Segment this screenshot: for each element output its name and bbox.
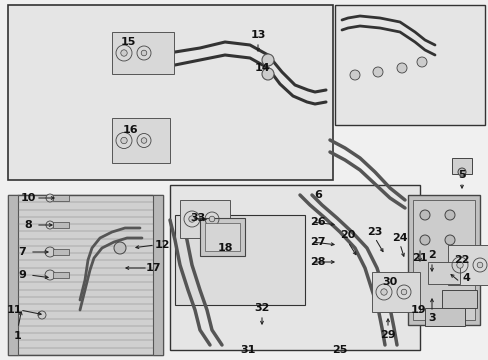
Circle shape — [396, 63, 406, 73]
Text: 22: 22 — [453, 255, 469, 265]
Bar — [334, 5, 484, 125]
Bar — [53, 222, 69, 228]
Circle shape — [46, 221, 54, 229]
Text: 4: 4 — [461, 273, 469, 283]
Circle shape — [262, 68, 273, 80]
Text: 12: 12 — [154, 240, 169, 250]
Bar — [407, 195, 479, 325]
Bar — [451, 158, 471, 174]
Text: 23: 23 — [366, 227, 382, 237]
Bar — [412, 200, 474, 320]
Circle shape — [400, 289, 406, 295]
Circle shape — [45, 270, 55, 280]
Circle shape — [38, 311, 46, 319]
Text: 1: 1 — [14, 331, 22, 341]
Circle shape — [419, 210, 429, 220]
Bar — [8, 195, 163, 355]
Circle shape — [444, 210, 454, 220]
Text: 15: 15 — [120, 37, 135, 47]
Circle shape — [141, 138, 146, 143]
Text: 33: 33 — [190, 213, 205, 223]
Circle shape — [141, 50, 146, 56]
Bar — [8, 5, 332, 180]
Text: 9: 9 — [18, 270, 26, 280]
Circle shape — [114, 242, 126, 254]
Text: 19: 19 — [409, 305, 425, 315]
Circle shape — [419, 235, 429, 245]
Bar — [53, 272, 69, 278]
Text: 28: 28 — [309, 257, 325, 267]
Text: 29: 29 — [379, 330, 395, 340]
Bar — [112, 118, 170, 163]
Text: 14: 14 — [254, 63, 269, 73]
Text: 13: 13 — [250, 30, 265, 40]
Bar — [112, 32, 174, 74]
Text: 32: 32 — [254, 303, 269, 313]
Text: 17: 17 — [145, 263, 161, 273]
Bar — [424, 308, 464, 326]
Circle shape — [416, 57, 426, 67]
Bar — [53, 195, 69, 201]
Text: 18: 18 — [217, 243, 232, 253]
Bar — [371, 272, 419, 312]
Text: 8: 8 — [24, 220, 32, 230]
Circle shape — [188, 216, 195, 222]
Circle shape — [209, 216, 214, 222]
Circle shape — [121, 50, 127, 56]
Bar — [175, 215, 305, 305]
Bar — [180, 200, 229, 238]
Circle shape — [444, 235, 454, 245]
Bar — [441, 290, 476, 308]
Text: 16: 16 — [122, 125, 138, 135]
Text: 27: 27 — [309, 237, 325, 247]
Text: 6: 6 — [313, 190, 321, 200]
Text: 5: 5 — [457, 170, 465, 180]
Text: 2: 2 — [427, 250, 435, 260]
Text: 30: 30 — [382, 277, 397, 287]
Text: 7: 7 — [18, 247, 26, 257]
Circle shape — [457, 168, 465, 176]
Text: 26: 26 — [309, 217, 325, 227]
Circle shape — [45, 247, 55, 257]
Text: 10: 10 — [20, 193, 36, 203]
Circle shape — [121, 137, 127, 144]
Circle shape — [380, 289, 386, 295]
Bar — [53, 249, 69, 255]
Bar — [8, 195, 18, 355]
Bar — [153, 195, 163, 355]
Circle shape — [349, 70, 359, 80]
Bar — [447, 245, 488, 285]
Bar — [170, 185, 419, 350]
Text: 31: 31 — [240, 345, 255, 355]
Circle shape — [262, 54, 273, 66]
Bar — [204, 223, 240, 251]
Text: 3: 3 — [427, 313, 435, 323]
Bar — [200, 218, 244, 256]
Text: 25: 25 — [332, 345, 347, 355]
Circle shape — [46, 194, 54, 202]
Bar — [427, 262, 459, 284]
Text: 21: 21 — [411, 253, 427, 263]
Circle shape — [456, 262, 462, 268]
Circle shape — [372, 67, 382, 77]
Text: 20: 20 — [340, 230, 355, 240]
Circle shape — [476, 262, 482, 268]
Text: 24: 24 — [391, 233, 407, 243]
Text: 11: 11 — [6, 305, 21, 315]
